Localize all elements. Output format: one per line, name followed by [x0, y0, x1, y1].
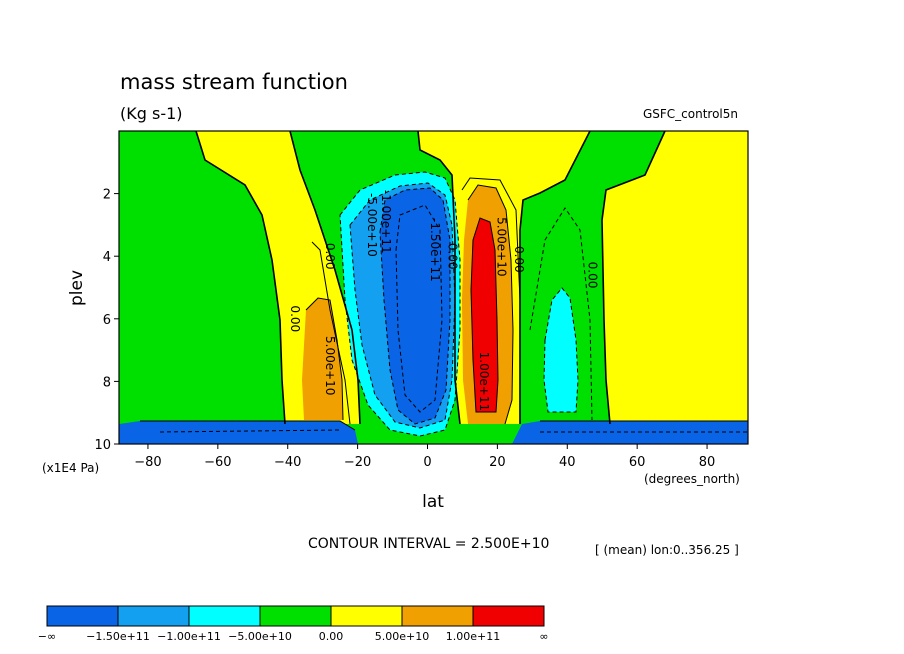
colorbar-swatch — [472, 605, 545, 627]
y-axis-label: plev — [67, 270, 87, 306]
contour-label: 1.00e+11 — [477, 352, 491, 411]
y-tick-label: 10 — [94, 438, 111, 453]
y-tick-label: 4 — [103, 250, 111, 265]
colorbar-label: −1.50e+11 — [86, 630, 150, 643]
x-tick-label: 80 — [699, 455, 716, 470]
chart-units: (Kg s-1) — [120, 104, 183, 123]
region-red-core — [471, 218, 498, 412]
contour-label: 5.00e+10 — [494, 217, 508, 276]
x-tick-label: 40 — [559, 455, 576, 470]
colorbar-swatch — [117, 605, 190, 627]
colorbar-label: −∞ — [38, 630, 56, 643]
contour-label: -5.00e+10 — [365, 193, 379, 257]
region-yellow-nh — [602, 131, 748, 424]
x-axis-label: lat — [422, 492, 444, 512]
x-tick-label: −60 — [204, 455, 231, 470]
x-tick-label: −20 — [344, 455, 371, 470]
y-tick-label: 8 — [103, 375, 111, 390]
y-tick-label: 6 — [103, 313, 111, 328]
contour-label: -1.50e+11 — [428, 218, 442, 282]
contour-label: 0.00 — [585, 262, 599, 289]
colorbar-label: 0.00 — [319, 630, 344, 643]
x-tick-label: 60 — [629, 455, 646, 470]
colorbar-label: −1.00e+11 — [157, 630, 221, 643]
y-tick-label: 2 — [103, 188, 111, 203]
region-orange-sh — [302, 298, 343, 420]
colorbar-swatch — [188, 605, 261, 627]
contour-label: 0.00 — [288, 305, 302, 332]
contour-label: 5.00e+10 — [323, 336, 337, 395]
contour-label: 0.00 — [323, 243, 337, 270]
contour-labels: 0.00 0.00 5.00e+10 -5.00e+10 -1.00e+11 -1.50e… — [288, 190, 599, 411]
colorbar-swatch — [259, 605, 332, 627]
region-cyan-nh — [544, 288, 578, 412]
region-blue-bottom-nh — [512, 421, 748, 444]
x-axis: −80 −60 −40 −20 0 20 40 60 80 — [134, 444, 715, 470]
x-tick-label: 0 — [423, 455, 431, 470]
x-tick-label: −40 — [274, 455, 301, 470]
colorbar-label: −5.00e+10 — [228, 630, 292, 643]
region-blue-core — [380, 188, 450, 424]
y-unit-note: (x1E4 Pa) — [42, 461, 99, 475]
colorbar-label: ∞ — [539, 630, 548, 643]
colorbar-labels: −∞ −1.50e+11 −1.00e+11 −5.00e+10 0.00 5.00e+1… — [38, 630, 549, 643]
contour-label: 0.00 — [512, 246, 526, 273]
colorbar — [46, 605, 545, 627]
contour-label: -1.00e+11 — [379, 190, 393, 254]
y-axis: 2 4 6 8 10 — [94, 188, 119, 453]
x-tick-label: −80 — [134, 455, 161, 470]
colorbar-swatch — [46, 605, 119, 627]
colorbar-label: 1.00e+11 — [446, 630, 500, 643]
contour-lines — [140, 130, 748, 431]
contour-lines-negative — [159, 171, 748, 437]
colorbar-swatch — [401, 605, 474, 627]
contour-interval: CONTOUR INTERVAL = 2.500E+10 — [308, 536, 549, 552]
mean-note: [ (mean) lon:0..356.25 ] — [595, 543, 739, 557]
plot-frame — [118, 130, 749, 445]
source-label: GSFC_control5n — [643, 107, 738, 121]
contour-label: 0.00 — [445, 243, 459, 270]
colorbar-swatch — [330, 605, 403, 627]
region-blue-bottom-sh — [119, 421, 358, 444]
chart-title: mass stream function — [120, 70, 348, 94]
plot-area: 0.00 0.00 5.00e+10 -5.00e+10 -1.00e+11 -1.50e… — [118, 130, 749, 445]
x-tick-label: 20 — [489, 455, 506, 470]
colorbar-label: 5.00e+10 — [375, 630, 429, 643]
x-unit-note: (degrees_north) — [644, 472, 740, 486]
